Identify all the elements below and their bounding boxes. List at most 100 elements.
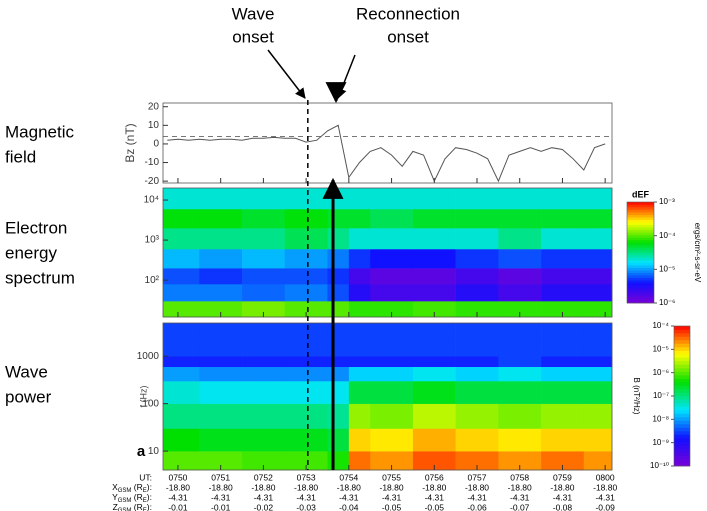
heatmap-cell <box>242 208 286 229</box>
heatmap-cell <box>242 301 286 318</box>
heatmap-cell <box>455 428 499 452</box>
heatmap-cell <box>412 341 456 357</box>
heatmap-cell <box>370 228 414 250</box>
annotation: Reconnection <box>356 4 460 23</box>
colorbar-segment <box>627 247 654 251</box>
colorbar-segment <box>627 202 654 205</box>
heatmap-cell <box>498 380 542 404</box>
heatmap-cell <box>242 323 286 343</box>
ephemeris-value: -4.31 <box>595 492 615 502</box>
ephemeris-value: -18.80 <box>209 482 233 492</box>
heatmap-cell <box>583 188 613 210</box>
colorbar-tick-label: 10⁻⁹ <box>652 438 669 447</box>
colorbar-segment <box>627 224 654 228</box>
heatmap-cell <box>498 248 542 269</box>
heatmap-cell <box>199 428 243 452</box>
heatmap-cell <box>163 301 200 318</box>
heatmap-cell <box>242 380 286 404</box>
colorbar-segment <box>674 441 690 446</box>
heatmap-cell <box>199 356 243 368</box>
colorbar-segment <box>627 212 654 215</box>
colorbar-segment <box>674 378 690 383</box>
y-tick-label: 100 <box>142 398 159 409</box>
ephemeris-value: -18.80 <box>337 482 361 492</box>
heatmap-cell <box>455 366 499 382</box>
ephemeris-value: -18.80 <box>465 482 489 492</box>
heatmap-cell <box>583 228 613 250</box>
heatmap-cell <box>455 341 499 357</box>
colorbar-segment <box>627 275 654 279</box>
heatmap-cell <box>583 268 613 285</box>
heatmap-cell <box>348 403 371 429</box>
colorbar-segment <box>627 260 654 263</box>
heatmap-cell <box>284 356 328 368</box>
heatmap-cell <box>348 228 371 250</box>
colorbar-segment <box>674 371 690 376</box>
colorbar-segment <box>674 445 690 449</box>
colorbar-tick-label: 10⁻⁶ <box>653 368 669 377</box>
colorbar-segment <box>627 265 654 268</box>
x-tick-label: 0757 <box>468 472 487 482</box>
y-tick-label: 10 <box>148 446 160 457</box>
colorbar-segment <box>674 413 690 418</box>
heatmap-cell <box>199 323 243 343</box>
heatmap-cell <box>583 380 613 404</box>
colorbar-segment <box>627 249 654 253</box>
colorbar-segment <box>627 234 654 238</box>
heatmap-cell <box>242 428 286 452</box>
ephemeris-value: -18.80 <box>251 482 275 492</box>
heatmap-cell <box>541 366 585 382</box>
ephemeris-label-part: GSM <box>118 498 132 504</box>
heatmap-cell <box>412 208 456 229</box>
heatmap-cell <box>199 268 243 285</box>
colorbar-segment <box>674 333 690 337</box>
heatmap-cell <box>583 403 613 429</box>
colorbar-segment <box>674 403 690 407</box>
heatmap-cell <box>163 188 200 210</box>
ephemeris-value: -4.31 <box>382 492 402 502</box>
ephemeris-value: -4.31 <box>467 492 487 502</box>
heatmap-cell <box>348 284 371 302</box>
colorbar-segment <box>627 209 654 213</box>
panel-label: Magnetic <box>5 122 74 141</box>
colorbar-segment <box>627 257 654 261</box>
colorbar-segment <box>627 267 654 271</box>
heatmap-cell <box>583 208 613 229</box>
heatmap-cell <box>412 323 456 343</box>
heatmap-cell <box>370 208 414 229</box>
heatmap-cell <box>412 188 456 210</box>
ephemeris-value: -18.80 <box>422 482 446 492</box>
heatmap-cell <box>163 428 200 452</box>
ephemeris-value: -0.05 <box>382 502 402 511</box>
heatmap-cell <box>199 341 243 357</box>
ephemeris-label-part: ): <box>147 492 152 502</box>
heatmap-cell <box>242 451 286 471</box>
colorbar-segment <box>674 375 690 379</box>
ephemeris-label-part: Y <box>112 492 118 502</box>
heatmap-cell <box>583 301 613 318</box>
heatmap-cell <box>412 403 456 429</box>
colorbar-segment <box>627 290 654 294</box>
heatmap-cell <box>284 323 328 343</box>
colorbar-segment <box>627 239 654 243</box>
colorbar-segment <box>674 354 690 358</box>
colorbar-tick-label: 10⁻⁶ <box>659 298 675 307</box>
y-tick-label: 0 <box>153 139 159 150</box>
colorbar-segment <box>627 219 654 223</box>
heatmap-cell <box>284 188 328 210</box>
colorbar-title: dEF <box>632 189 650 199</box>
ephemeris-label-part: X <box>112 482 118 492</box>
colorbar-segment <box>627 222 654 226</box>
colorbar-segment <box>674 427 690 432</box>
heatmap-cell <box>284 284 328 302</box>
colorbar-segment <box>627 300 654 304</box>
colorbar-segment <box>627 280 654 284</box>
heatmap-cell <box>541 428 585 452</box>
colorbar-tick-label: 10⁻⁴ <box>659 231 676 240</box>
heatmap-cell <box>284 380 328 404</box>
ephemeris-value: -4.31 <box>553 492 573 502</box>
heatmap-cell <box>327 284 350 302</box>
colorbar-label: B (nT²/Hz) <box>632 378 641 415</box>
heatmap-cell <box>163 208 200 229</box>
